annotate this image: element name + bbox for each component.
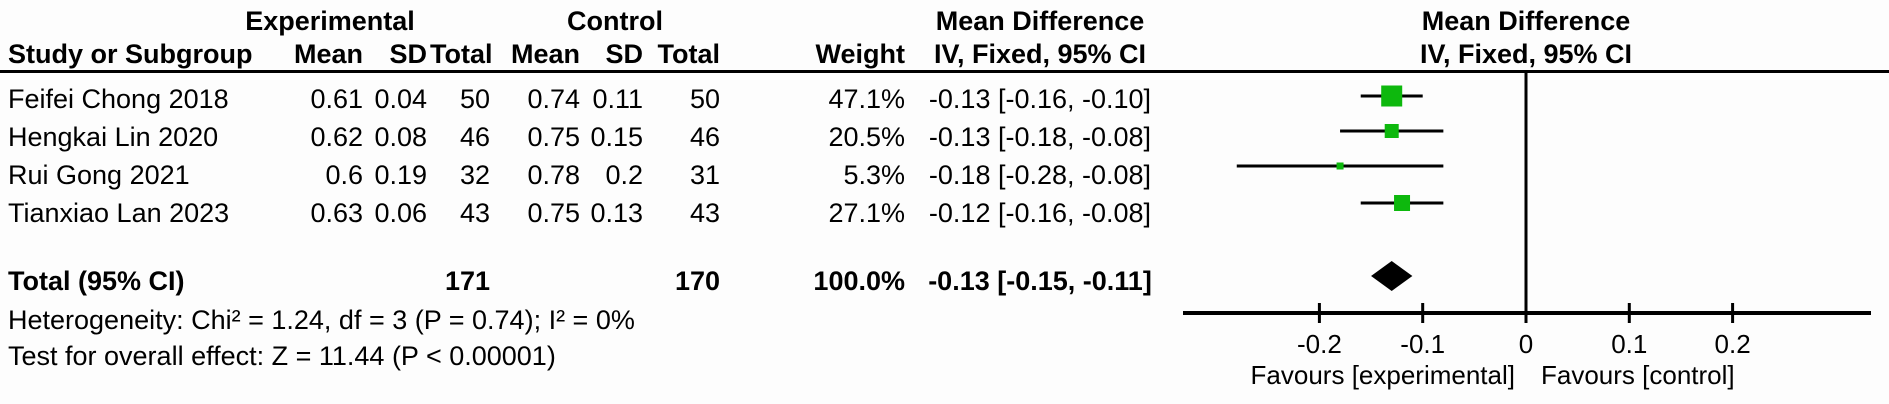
exp-sd-cell: 0.08 [374, 122, 427, 152]
summary-diamond [1371, 261, 1413, 291]
exp-total-cell: 43 [459, 198, 490, 228]
header-experimental-group: Experimental [245, 6, 415, 36]
ctrl-sd-cell: 0.11 [592, 84, 643, 114]
ctrl-total-cell: 50 [689, 84, 720, 114]
study-name: Hengkai Lin 2020 [8, 122, 219, 152]
study-marker [1381, 85, 1403, 107]
study-marker [1384, 124, 1399, 138]
exp-sd-cell: 0.06 [374, 198, 427, 228]
study-row: Feifei Chong 2018 0.61 0.04 50 0.74 0.11 50 47.… [0, 80, 1889, 118]
ci-text-cell: -0.13 [-0.16, -0.10] [928, 84, 1152, 114]
header-plot-sub: IV, Fixed, 95% CI [1419, 39, 1633, 69]
header-plot-title: Mean Difference [1421, 6, 1631, 36]
total-weight: 100.0% [813, 266, 905, 296]
weight-cell: 5.3% [843, 160, 905, 190]
header-study-col: Study or Subgroup [8, 39, 253, 69]
header-exp-mean: Mean [293, 39, 363, 69]
total-ctrl-n: 170 [674, 266, 720, 296]
axis-tick-label: 0.2 [1715, 329, 1751, 359]
axis-tick-label: -0.1 [1400, 329, 1445, 359]
heterogeneity-note: Heterogeneity: Chi² = 1.24, df = 3 (P = … [8, 305, 635, 335]
ctrl-total-cell: 43 [689, 198, 720, 228]
ctrl-sd-cell: 0.13 [590, 198, 643, 228]
axis-tick-label: 0.1 [1611, 329, 1647, 359]
study-name: Tianxiao Lan 2023 [8, 198, 230, 228]
study-row: Rui Gong 2021 0.6 0.19 32 0.78 0.2 31 5.3% -0.18… [0, 156, 1889, 194]
overall-effect-note: Test for overall effect: Z = 11.44 (P < … [8, 341, 556, 371]
ctrl-sd-cell: 0.2 [605, 160, 643, 190]
axis-tick-label: -0.2 [1297, 329, 1342, 359]
weight-cell: 20.5% [828, 122, 905, 152]
header-ctrl-sd: SD [605, 39, 643, 69]
ctrl-total-cell: 46 [689, 122, 720, 152]
header-exp-total: Total [430, 39, 493, 69]
ctrl-mean-cell: 0.75 [527, 122, 580, 152]
ci-text-cell: -0.18 [-0.28, -0.08] [928, 160, 1152, 190]
header-row-columns: Study or Subgroup Mean SD Total Mean SD … [0, 38, 1889, 70]
ctrl-sd-cell: 0.15 [590, 122, 643, 152]
ci-text-cell: -0.12 [-0.16, -0.08] [928, 198, 1152, 228]
exp-sd-cell: 0.04 [374, 84, 427, 114]
exp-total-cell: 50 [459, 84, 490, 114]
study-name: Rui Gong 2021 [8, 160, 190, 190]
header-ctrl-mean: Mean [510, 39, 580, 69]
header-effect-sub: IV, Fixed, 95% CI [933, 39, 1147, 69]
study-marker [1336, 162, 1344, 170]
ci-text-cell: -0.13 [-0.18, -0.08] [928, 122, 1152, 152]
header-rule [0, 70, 1889, 73]
header-weight: Weight [815, 39, 906, 69]
header-row-groups: Experimental Control Mean Difference Mea… [0, 4, 1889, 38]
total-row: Total (95% CI) 171 170 100.0% -0.13 [-0.… [0, 262, 1889, 300]
header-control-group: Control [567, 6, 663, 36]
favours-left-label: Favours [experimental] [1251, 360, 1515, 390]
forest-plot-graphic: -0.2 -0.1 0 0.1 0.2 Favours [experimental] Fav… [1183, 72, 1871, 390]
favours-right-label: Favours [control] [1541, 360, 1735, 390]
study-name: Feifei Chong 2018 [8, 84, 229, 114]
header-ctrl-total: Total [657, 39, 721, 69]
exp-mean-cell: 0.6 [325, 160, 363, 190]
ctrl-mean-cell: 0.75 [527, 198, 580, 228]
weight-cell: 27.1% [828, 198, 905, 228]
total-exp-n: 171 [444, 266, 490, 296]
header-exp-sd: SD [389, 39, 427, 69]
exp-mean-cell: 0.61 [310, 84, 363, 114]
study-row: Hengkai Lin 2020 0.62 0.08 46 0.75 0.15 46 20.5… [0, 118, 1889, 156]
axis-tick-label: 0 [1519, 329, 1533, 359]
exp-sd-cell: 0.19 [374, 160, 427, 190]
exp-mean-cell: 0.62 [310, 122, 363, 152]
total-label: Total (95% CI) [8, 266, 185, 296]
ctrl-mean-cell: 0.74 [527, 84, 580, 114]
total-ci-text: -0.13 [-0.15, -0.11] [928, 266, 1152, 296]
exp-mean-cell: 0.63 [310, 198, 363, 228]
exp-total-cell: 46 [459, 122, 490, 152]
study-row: Tianxiao Lan 2023 0.63 0.06 43 0.75 0.13 43 27.… [0, 194, 1889, 232]
weight-cell: 47.1% [828, 84, 905, 114]
ctrl-total-cell: 31 [689, 160, 720, 190]
study-marker [1394, 195, 1411, 211]
ctrl-mean-cell: 0.78 [527, 160, 580, 190]
exp-total-cell: 32 [459, 160, 490, 190]
header-effect-title: Mean Difference [935, 6, 1145, 36]
